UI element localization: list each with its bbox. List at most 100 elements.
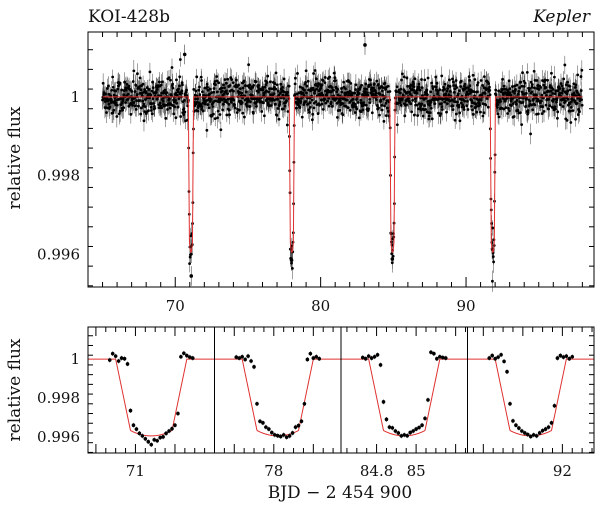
data-point [420, 78, 423, 81]
data-point [107, 358, 112, 362]
data-point [135, 93, 139, 96]
data-point [379, 99, 383, 103]
data-point [533, 103, 537, 107]
data-point [344, 87, 347, 90]
data-point [235, 111, 239, 114]
data-point [285, 99, 288, 103]
data-point [104, 92, 107, 96]
data-point [429, 90, 433, 94]
data-point [459, 79, 463, 83]
data-point [430, 81, 434, 85]
data-point [215, 90, 219, 94]
data-point [179, 115, 183, 118]
data-point [175, 101, 179, 105]
data-point [105, 87, 109, 90]
data-point [261, 101, 265, 105]
data-point [207, 106, 211, 110]
x-tick-label: 80 [311, 297, 330, 315]
data-point [275, 113, 279, 117]
data-point [513, 88, 517, 91]
data-point [180, 91, 183, 95]
data-point [366, 93, 370, 97]
data-point [328, 75, 332, 79]
data-point [169, 78, 172, 82]
data-point [417, 85, 421, 89]
data-point [420, 423, 424, 427]
data-point [532, 69, 536, 73]
data-point [515, 83, 519, 87]
data-point [427, 117, 431, 121]
data-point [129, 112, 133, 116]
data-point [249, 87, 253, 91]
data-point [149, 105, 153, 109]
data-point [530, 85, 534, 89]
data-point [580, 68, 584, 72]
data-point [508, 91, 512, 95]
data-point [537, 431, 542, 435]
data-point [353, 102, 357, 106]
data-point [580, 103, 584, 107]
data-point [458, 111, 462, 115]
data-point [304, 69, 308, 73]
data-point [386, 90, 390, 94]
data-point [209, 98, 213, 101]
data-point [366, 354, 371, 358]
data-point [277, 117, 281, 121]
data-point [226, 77, 230, 81]
data-point [313, 89, 317, 93]
data-point [417, 82, 421, 86]
data-point [486, 105, 490, 109]
top-ticks: 70 80 90 0.996 0.998 1 [37, 32, 594, 315]
data-point [398, 101, 402, 104]
data-point [333, 76, 337, 80]
data-point [201, 101, 205, 105]
data-point [429, 100, 433, 104]
data-point [562, 96, 566, 100]
data-point [246, 97, 250, 100]
data-point [540, 93, 544, 97]
data-point [148, 70, 152, 74]
data-point [353, 91, 357, 95]
data-point [243, 115, 246, 119]
data-point [141, 99, 145, 103]
data-point [204, 94, 208, 98]
data-point [467, 75, 471, 79]
data-point [245, 104, 249, 108]
data-point [150, 109, 153, 112]
data-point [359, 110, 363, 114]
data-point [539, 99, 543, 103]
data-point [388, 90, 392, 93]
data-point [378, 113, 381, 117]
data-point [540, 428, 545, 433]
data-point [514, 423, 518, 427]
data-point [121, 98, 125, 102]
data-point [351, 97, 355, 101]
data-point [241, 111, 245, 115]
data-point [155, 438, 159, 443]
data-point [311, 112, 315, 116]
data-point [482, 75, 486, 78]
data-point [576, 113, 580, 116]
data-point [147, 109, 150, 113]
data-point [206, 85, 209, 89]
data-point [462, 105, 466, 109]
data-point [242, 79, 246, 83]
data-point [443, 100, 447, 104]
data-point [198, 85, 201, 89]
y-tick-label: 0.996 [37, 245, 80, 263]
data-point [471, 108, 474, 112]
data-point [403, 114, 407, 118]
data-point [386, 84, 390, 88]
data-point [294, 106, 298, 110]
data-point [137, 431, 142, 436]
data-point [248, 104, 252, 108]
data-point [468, 78, 472, 82]
data-point [387, 425, 392, 429]
data-point [240, 101, 244, 104]
data-point [354, 83, 358, 87]
data-point [470, 99, 474, 102]
data-point [150, 89, 154, 93]
data-point [287, 84, 291, 88]
data-point [430, 117, 434, 121]
data-point [523, 431, 527, 435]
